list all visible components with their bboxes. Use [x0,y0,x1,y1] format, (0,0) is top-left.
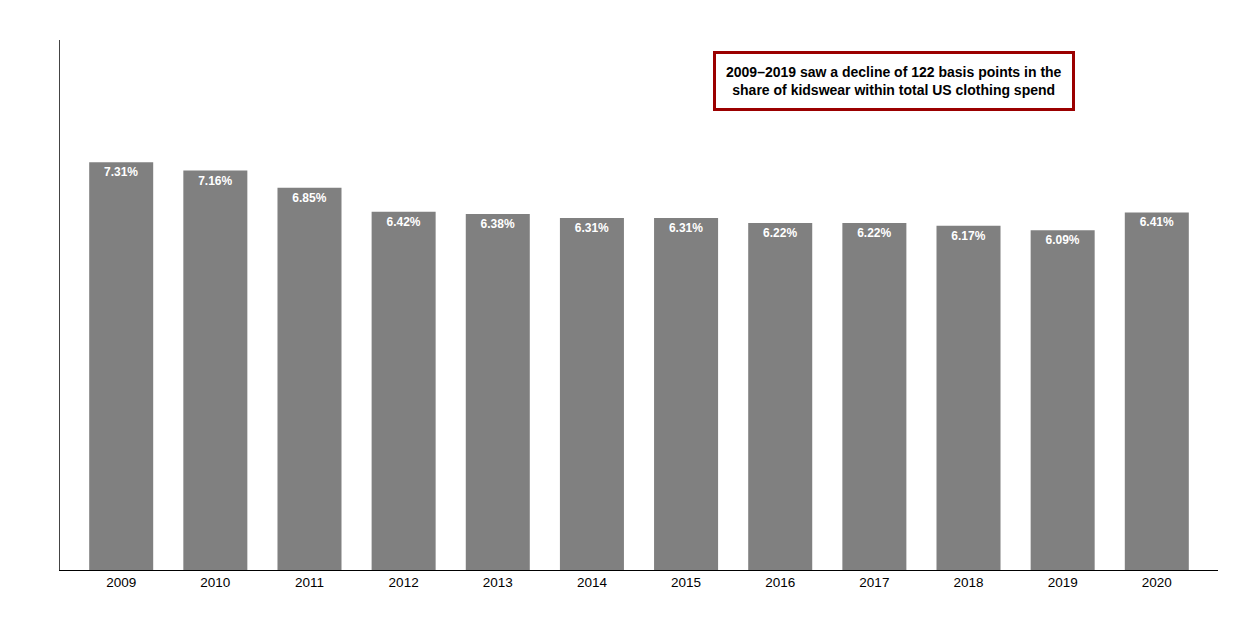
svg-text:2014: 2014 [577,575,608,590]
svg-text:7.31%: 7.31% [104,165,138,179]
svg-text:6.38%: 6.38% [481,217,515,231]
svg-text:2009–2019 saw a decline of 122: 2009–2019 saw a decline of 122 basis poi… [726,64,1062,98]
svg-text:6.42%: 6.42% [386,215,420,229]
svg-text:6.85%: 6.85% [292,191,326,205]
svg-text:2009: 2009 [106,575,136,590]
svg-text:6.22%: 6.22% [763,226,797,240]
svg-text:2019: 2019 [1048,575,1078,590]
svg-text:6.31%: 6.31% [669,221,703,235]
svg-text:2015: 2015 [671,575,701,590]
svg-text:2011: 2011 [295,575,324,590]
svg-text:2010: 2010 [200,575,230,590]
svg-text:2012: 2012 [389,575,419,590]
svg-text:6.17%: 6.17% [951,229,985,243]
svg-text:2016: 2016 [765,575,795,590]
svg-text:2018: 2018 [953,575,983,590]
svg-text:6.41%: 6.41% [1140,215,1174,229]
svg-text:2013: 2013 [483,575,513,590]
svg-text:6.31%: 6.31% [575,221,609,235]
svg-text:7.16%: 7.16% [198,174,232,188]
svg-text:2017: 2017 [859,575,889,590]
svg-text:6.22%: 6.22% [857,226,891,240]
svg-text:2020: 2020 [1142,575,1172,590]
svg-text:6.09%: 6.09% [1045,233,1079,247]
